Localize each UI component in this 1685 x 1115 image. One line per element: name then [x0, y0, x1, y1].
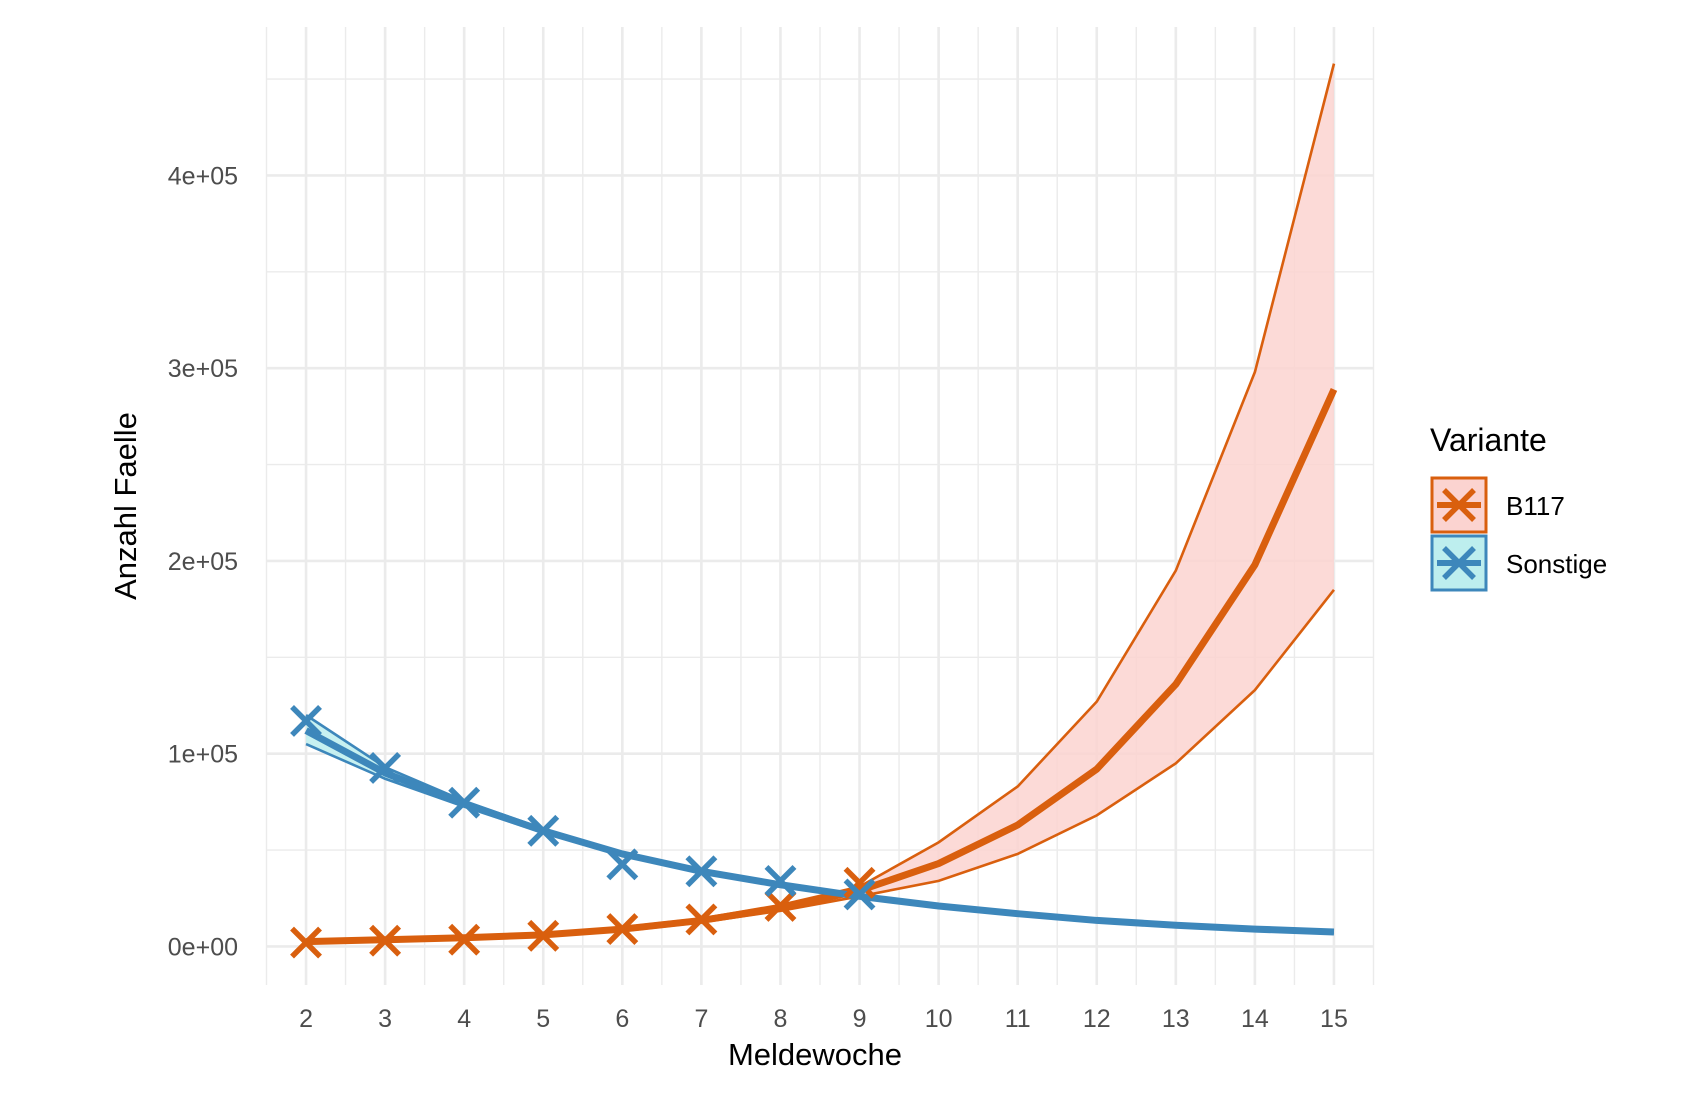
- marker-stroke: [527, 919, 560, 952]
- b117-data-point: [527, 919, 560, 952]
- sonstige-legend-label: Sonstige: [1506, 549, 1607, 579]
- x-tick-label: 3: [378, 1005, 392, 1033]
- b117-data-point: [764, 890, 797, 922]
- x-tick-label: 2: [299, 1005, 313, 1033]
- x-tick-label: 10: [925, 1005, 953, 1033]
- b117-data-point: [843, 866, 876, 899]
- sonstige-data-point: [369, 752, 402, 784]
- y-tick-label: 2e+05: [168, 548, 238, 576]
- legend: Variante B117 Sonstige: [1430, 422, 1607, 592]
- x-tick-label: 11: [1005, 1005, 1031, 1033]
- x-tick-label: 7: [694, 1005, 708, 1033]
- y-tick-label: 0e+00: [168, 933, 238, 961]
- marker-stroke: [290, 926, 322, 959]
- marker-stroke: [606, 848, 639, 881]
- legend-key-cross-icon: [1442, 488, 1476, 522]
- x-tick-label: 13: [1162, 1005, 1190, 1033]
- sonstige-data-point: [764, 864, 797, 897]
- marker-stroke: [448, 923, 481, 956]
- marker-stroke: [685, 903, 718, 936]
- b117-data-point: [290, 926, 322, 959]
- b117-fit-line: [305, 387, 1338, 946]
- b117-legend-key: [1430, 476, 1488, 534]
- marker-stroke: [369, 752, 402, 784]
- x-tick-label: 15: [1320, 1005, 1348, 1033]
- marker-stroke: [843, 866, 876, 899]
- marker-stroke: [1442, 488, 1476, 522]
- legend-title: Variante: [1430, 422, 1547, 458]
- sonstige-fit-line: [304, 727, 1335, 936]
- b117-legend-label: B117: [1506, 491, 1565, 521]
- sonstige-data-point: [606, 848, 639, 881]
- sonstige-data-point: [527, 814, 560, 847]
- x-tick-label: 6: [615, 1005, 629, 1033]
- marker-stroke: [685, 855, 718, 888]
- x-tick-label: 4: [457, 1005, 471, 1033]
- sonstige-legend-key: [1430, 534, 1488, 592]
- b117-data-point: [685, 903, 718, 936]
- sonstige-data-point: [448, 786, 481, 819]
- x-tick-label: 12: [1083, 1005, 1111, 1033]
- x-axis-title: Meldewoche: [728, 1037, 902, 1072]
- sonstige-data-point: [685, 855, 718, 888]
- marker-stroke: [1442, 546, 1476, 580]
- b117-data-point: [606, 913, 639, 946]
- marker-stroke: [369, 924, 402, 957]
- x-tick-label: 9: [853, 1005, 867, 1033]
- b117-data-point: [369, 924, 402, 957]
- marker-stroke: [764, 864, 797, 897]
- x-tick-label: 8: [774, 1005, 788, 1033]
- marker-stroke: [448, 786, 481, 819]
- x-tick-label: 5: [536, 1005, 550, 1033]
- marker-stroke: [606, 913, 639, 946]
- lines: [304, 63, 1338, 946]
- marker-stroke: [290, 704, 322, 737]
- points: [290, 704, 876, 959]
- marker-stroke: [764, 890, 797, 922]
- y-tick-labels: 0e+00 1e+05 2e+05 3e+05 4e+05: [168, 162, 238, 961]
- x-tick-label: 14: [1241, 1005, 1269, 1033]
- marker-stroke: [843, 878, 876, 911]
- sonstige-data-point: [843, 878, 876, 911]
- y-tick-label: 4e+05: [168, 162, 238, 190]
- marker-stroke: [527, 814, 560, 847]
- b117-data-point: [448, 923, 481, 956]
- sonstige-data-point: [290, 704, 322, 737]
- legend-key-cross-icon: [1442, 546, 1476, 580]
- x-tick-labels: 2 3 4 5 6 7 8 9 10 11 12 13 14 15: [299, 1005, 1348, 1033]
- y-tick-label: 1e+05: [168, 741, 238, 769]
- y-tick-label: 3e+05: [168, 355, 238, 383]
- y-axis-title: Anzahl Faelle: [108, 412, 143, 600]
- grid: [265, 27, 1375, 985]
